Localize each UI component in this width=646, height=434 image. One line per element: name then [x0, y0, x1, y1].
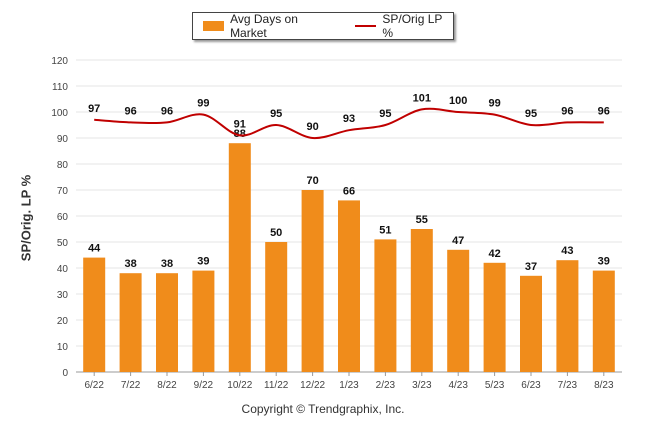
- bar-data-label: 39: [598, 256, 610, 268]
- bar-data-label: 38: [161, 258, 173, 270]
- x-tick-label: 7/23: [558, 380, 578, 391]
- bar-data-label: 55: [416, 214, 428, 226]
- y-tick-label: 0: [62, 368, 68, 379]
- line-data-label: 95: [270, 108, 282, 120]
- y-tick-label: 10: [57, 342, 69, 353]
- legend-bar-swatch: [203, 21, 225, 31]
- y-tick-label: 20: [57, 316, 69, 327]
- line-data-label: 97: [88, 103, 100, 115]
- y-tick-label: 50: [57, 238, 69, 249]
- bar: [520, 275, 542, 372]
- bar: [447, 249, 470, 372]
- x-tick-label: 7/22: [121, 380, 141, 391]
- legend-line-swatch: [355, 25, 377, 27]
- line-data-label: 100: [449, 95, 467, 107]
- y-tick-label: 60: [57, 212, 69, 223]
- bar: [338, 200, 360, 372]
- legend: Avg Days on Market SP/Orig LP %: [192, 12, 454, 40]
- line-data-label: 95: [525, 108, 537, 120]
- y-tick-label: 100: [51, 108, 68, 119]
- bar-data-label: 47: [452, 235, 464, 247]
- copyright-credit: Copyright © Trendgraphix, Inc.: [241, 402, 405, 416]
- line-data-label: 91: [234, 118, 246, 130]
- line-data-label: 96: [161, 105, 173, 117]
- legend-item-line: SP/Orig LP %: [355, 12, 453, 40]
- x-tick-label: 9/22: [194, 380, 214, 391]
- bar-data-label: 37: [525, 261, 537, 273]
- bar-data-label: 66: [343, 185, 355, 197]
- y-tick-label: 120: [51, 56, 68, 67]
- x-tick-label: 8/22: [157, 380, 177, 391]
- line-data-label: 99: [488, 98, 500, 110]
- legend-line-label: SP/Orig LP %: [382, 12, 443, 40]
- bar-data-label: 43: [561, 245, 573, 257]
- bar: [592, 270, 615, 372]
- bar: [301, 190, 324, 372]
- x-tick-label: 1/23: [339, 380, 359, 391]
- line-data-label: 96: [561, 105, 573, 117]
- bar: [228, 143, 251, 372]
- x-tick-label: 4/23: [448, 380, 468, 391]
- bar-data-label: 42: [488, 248, 500, 260]
- line-data-label: 96: [124, 105, 136, 117]
- y-tick-label: 70: [57, 186, 69, 197]
- x-tick-label: 12/22: [300, 380, 325, 391]
- x-tick-label: 5/23: [485, 380, 505, 391]
- y-tick-label: 90: [57, 134, 69, 145]
- bar: [119, 273, 142, 372]
- bar: [156, 273, 178, 372]
- line-data-label: 96: [598, 105, 610, 117]
- bar-data-label: 38: [124, 258, 136, 270]
- bar-data-label: 50: [270, 227, 282, 239]
- bar-data-label: 51: [379, 224, 391, 236]
- bar: [265, 242, 288, 372]
- legend-item-bar: Avg Days on Market: [203, 12, 333, 40]
- line-series: [94, 107, 604, 140]
- y-axis-label: SP/Orig. LP %: [18, 174, 34, 262]
- y-tick-label: 80: [57, 160, 69, 171]
- y-tick-label: 40: [57, 264, 69, 275]
- line-data-label: 101: [413, 92, 431, 104]
- x-tick-label: 8/23: [594, 380, 614, 391]
- bar-data-label: 44: [88, 243, 101, 255]
- x-tick-label: 6/23: [521, 380, 541, 391]
- bar: [410, 229, 433, 372]
- bar-data-label: 39: [197, 256, 209, 268]
- line-data-label: 93: [343, 113, 355, 125]
- bar: [374, 239, 397, 372]
- line-data-label: 95: [379, 108, 391, 120]
- line-data-label: 99: [197, 98, 209, 110]
- legend-bar-label: Avg Days on Market: [230, 12, 298, 40]
- y-tick-label: 110: [52, 82, 68, 93]
- x-tick-label: 11/22: [264, 380, 289, 391]
- x-tick-label: 6/22: [84, 380, 104, 391]
- line-data-label: 90: [306, 121, 318, 133]
- bar: [556, 260, 579, 372]
- x-tick-label: 3/23: [412, 380, 432, 391]
- bar-data-label: 70: [306, 175, 318, 187]
- bar: [83, 257, 106, 372]
- x-tick-label: 10/22: [227, 380, 252, 391]
- y-tick-label: 30: [57, 290, 69, 301]
- bar-data-label: 88: [234, 128, 246, 140]
- bar: [483, 262, 506, 372]
- bar: [192, 270, 215, 372]
- x-tick-label: 2/23: [376, 380, 396, 391]
